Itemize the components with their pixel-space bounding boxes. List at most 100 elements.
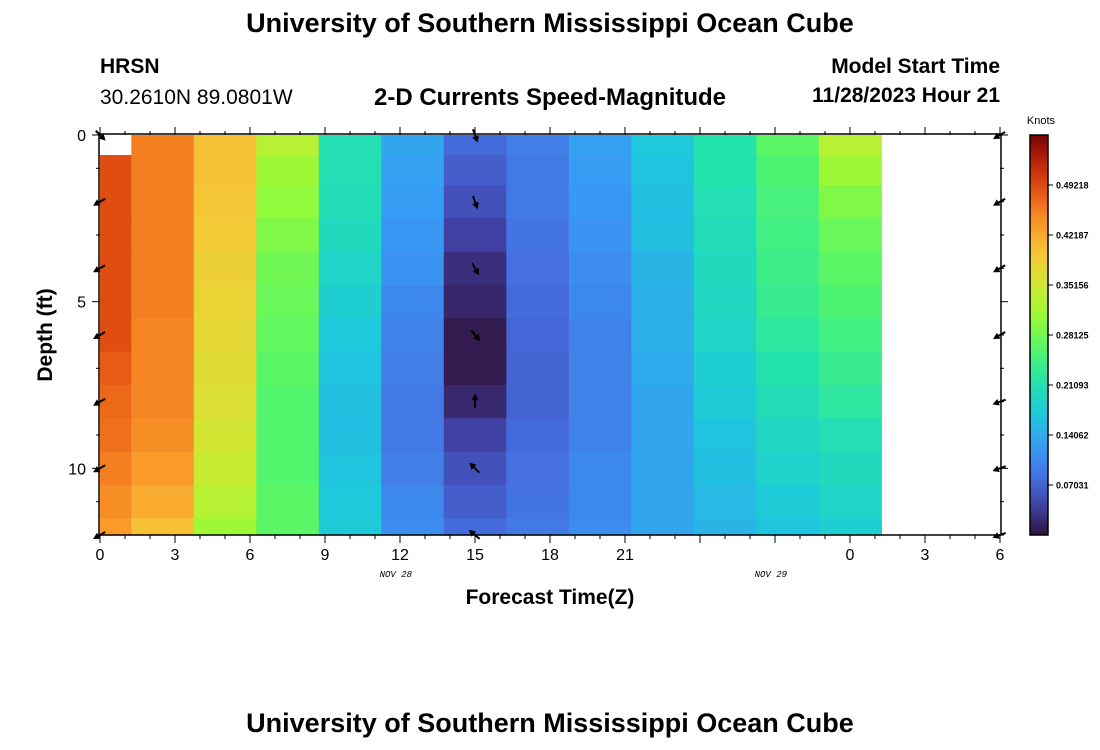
heatmap-cell [693,155,757,186]
current-vector-arrow [993,264,1006,273]
heatmap-cell [568,135,632,156]
colorbar-tick-label: 0.28125 [1056,331,1089,341]
x-tick-label: 12 [391,547,409,564]
heatmap-cell [318,155,382,186]
y-tick-label: 10 [68,461,86,478]
heatmap-cell [506,135,570,156]
x-tick-label: 0 [846,547,855,564]
model-start-label: Model Start Time [831,55,1000,78]
heatmap-cell [100,285,132,319]
heatmap-cell [131,285,195,319]
current-vector-arrow [470,329,481,342]
arrow-head [468,529,477,537]
heatmap-cell [756,285,820,319]
y-axis: 0 5 10 [68,128,1008,536]
arrow-head [471,393,479,401]
heatmap-cell [131,185,195,219]
arrow-head [993,199,1001,206]
heatmap-cell [818,285,882,319]
colorbar-tick-label: 0.07031 [1056,481,1089,491]
heatmap-cell [693,185,757,219]
heatmap-cell [256,285,320,319]
heatmap-cell [131,318,195,353]
heatmap-cell [818,351,882,386]
heatmap-cell [818,451,882,486]
heatmap-cell [506,385,570,419]
current-vector-arrow [469,462,480,474]
heatmap-cell [193,135,257,156]
heatmap-cell [756,518,820,536]
heatmap-cell [693,518,757,536]
station-name: HRSN [100,55,160,78]
heatmap-cell [693,318,757,353]
heatmap-cell [756,135,820,156]
y-tick-label: 5 [77,295,86,312]
current-vector-arrow [471,262,479,276]
heatmap-cell [381,485,445,519]
heatmap-cell [443,485,507,519]
heatmap-cell [318,135,382,156]
heatmap-cell [318,351,382,386]
heatmap-cell [818,485,882,519]
heatmap-cell [193,285,257,319]
heatmap-cell [318,218,382,253]
colorbar: Knots 0.07031 0.14062 0.21093 0.28125 0.35156… [1027,115,1089,536]
colorbar-tick-label: 0.14062 [1056,431,1089,441]
heatmap-cell [131,485,195,519]
heatmap-cell [631,451,695,486]
arrow-head [992,532,1000,539]
heatmap-cell [318,185,382,219]
heatmap-cell [100,318,132,353]
x-tick-label: 0 [96,547,105,564]
x-tick-label: 6 [996,547,1005,564]
heatmap-cell [631,185,695,219]
y-tick-label: 0 [77,128,86,145]
heatmap-cell [131,351,195,386]
heatmap-cell [256,218,320,253]
heatmap-cell [256,251,320,286]
heatmap-cells [100,135,882,536]
heatmap-cell [756,251,820,286]
arrow-head [472,135,479,143]
heatmap-cell [443,218,507,253]
heatmap-cell [568,485,632,519]
heatmap-cell [381,251,445,286]
heatmap-cell [193,518,257,536]
heatmap-cell [818,318,882,353]
heatmap-cell [100,451,132,486]
arrow-head [992,398,1000,406]
colorbar-tick-label: 0.49218 [1056,181,1089,191]
heatmap-cell [631,351,695,386]
current-vector-arrow [993,197,1006,206]
heatmap-cell [100,185,132,219]
heatmap-cell [381,418,445,453]
heatmap-cell [381,155,445,186]
model-start-time: 11/28/2023 Hour 21 [812,84,1000,107]
heatmap-cell [631,155,695,186]
heatmap-cell [756,155,820,186]
colorbar-tick-label: 0.35156 [1056,281,1089,291]
heatmap-cell [756,218,820,253]
arrow-head [472,267,479,276]
heatmap-cell [256,451,320,486]
heatmap-cell [193,385,257,419]
heatmap-cell [100,155,132,186]
heatmap-cell [256,385,320,419]
heatmap-cell [756,485,820,519]
heatmap-cell [256,418,320,453]
x-tick-label: 6 [246,547,255,564]
heatmap-cell [381,518,445,536]
arrow-head [473,333,481,342]
heatmap-cell [818,155,882,186]
colorbar-label: Knots [1027,115,1056,127]
arrow-head [993,266,1001,273]
heatmap-cell [568,285,632,319]
x-date-label: NOV 29 [755,570,788,580]
heatmap-cell [568,251,632,286]
arrow-head [469,462,477,470]
heatmap-cell [818,518,882,536]
x-axis: 0 3 6 9 12 15 18 21 0 3 6 NOV 28 NOV 29 [96,127,1005,580]
current-vector-arrow [472,195,479,210]
heatmap-cell [818,218,882,253]
heatmap-cell [631,418,695,453]
